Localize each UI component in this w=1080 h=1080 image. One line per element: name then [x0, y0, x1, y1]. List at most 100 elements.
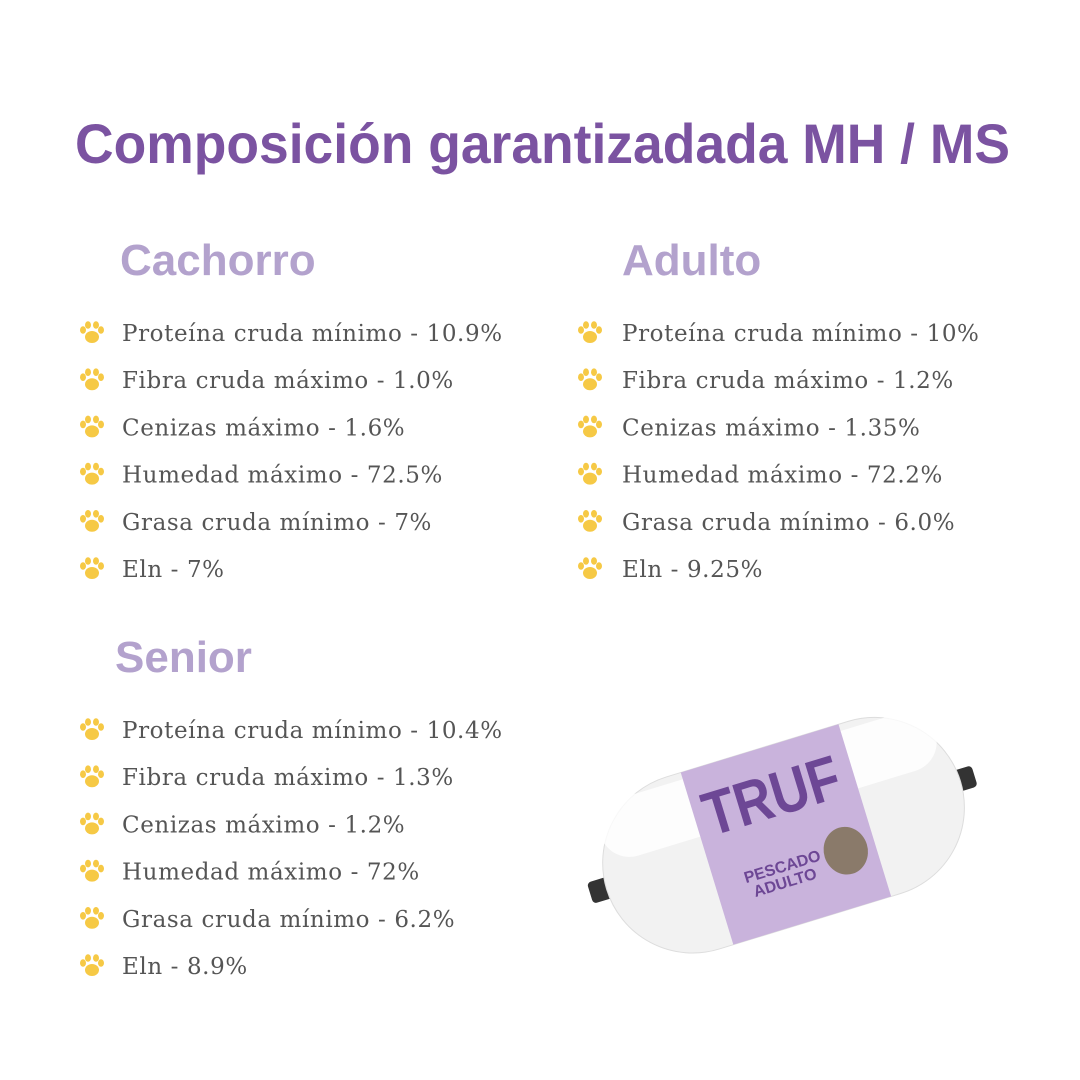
- paw-pad: [85, 728, 99, 740]
- nutrient-item: Eln - 7%: [122, 557, 225, 583]
- nutrient-item: Eln - 8.9%: [122, 954, 248, 980]
- paw-toe: [80, 420, 86, 429]
- nutrient-item: Eln - 9.25%: [622, 557, 763, 583]
- paw-icon: [80, 718, 104, 740]
- paw-toe: [591, 510, 597, 518]
- paw-pad: [583, 331, 597, 343]
- paw-toe: [80, 467, 86, 476]
- paw-toe: [93, 765, 99, 773]
- paw-icon: [80, 462, 104, 485]
- paw-icon: [578, 510, 602, 532]
- paw-pad: [85, 519, 99, 532]
- nutrient-item: Proteína cruda mínimo - 10.9%: [122, 321, 503, 347]
- paw-toe: [93, 859, 99, 868]
- paw-toe: [85, 718, 91, 726]
- paw-pad: [85, 775, 99, 788]
- paw-toe: [578, 373, 584, 382]
- paw-pad: [85, 916, 99, 929]
- paw-pad: [85, 472, 99, 485]
- paw-toe: [93, 557, 99, 565]
- paw-toe: [98, 864, 104, 873]
- paw-pad: [85, 869, 99, 882]
- paw-toe: [591, 368, 597, 377]
- paw-toe: [80, 515, 86, 523]
- paw-toe: [98, 515, 104, 523]
- paw-toe: [98, 959, 104, 967]
- paw-toe: [591, 415, 597, 424]
- paw-toe: [596, 562, 602, 570]
- paw-icon: [80, 368, 104, 391]
- paw-toe: [98, 420, 104, 429]
- nutrient-item: Humedad máximo - 72.2%: [622, 463, 943, 489]
- paw-toe: [85, 368, 91, 377]
- nutrient-item: Proteína cruda mínimo - 10%: [622, 321, 980, 347]
- paw-pad: [85, 378, 99, 391]
- paw-toe: [85, 954, 91, 962]
- paw-pad: [85, 567, 99, 579]
- paw-toe: [578, 562, 584, 570]
- nutrient-item: Grasa cruda mínimo - 6.0%: [622, 510, 955, 536]
- paw-toe: [98, 373, 104, 382]
- nutrient-item: Humedad máximo - 72%: [122, 860, 420, 886]
- paw-toe: [93, 812, 99, 821]
- paw-toe: [80, 770, 86, 778]
- paw-toe: [80, 864, 86, 873]
- paw-toe: [578, 326, 584, 334]
- nutrient-item: Cenizas máximo - 1.6%: [122, 415, 405, 441]
- paw-pad: [583, 378, 597, 391]
- paw-pad: [583, 425, 597, 438]
- product-image: TRUF PESCADO ADULTO: [587, 712, 977, 954]
- paw-toe: [98, 467, 104, 476]
- paw-pad: [85, 964, 99, 976]
- nutrient-item: Fibra cruda máximo - 1.2%: [622, 368, 954, 394]
- section-heading: Cachorro: [120, 236, 316, 285]
- paw-toe: [578, 467, 584, 476]
- paw-toe: [98, 817, 104, 826]
- paw-toe: [578, 420, 584, 429]
- nutrient-item: Cenizas máximo - 1.2%: [122, 812, 405, 838]
- paw-icon: [80, 812, 104, 835]
- section-heading: Adulto: [622, 236, 761, 285]
- paw-toe: [80, 326, 86, 334]
- paw-toe: [591, 321, 597, 329]
- paw-toe: [93, 462, 99, 471]
- cat-image: [823, 826, 868, 875]
- nutrient-item: Grasa cruda mínimo - 7%: [122, 510, 432, 536]
- paw-toe: [93, 907, 99, 915]
- paw-pad: [583, 519, 597, 532]
- paw-pad: [85, 331, 99, 343]
- paw-toe: [583, 510, 589, 518]
- paw-toe: [583, 462, 589, 471]
- paw-pad: [583, 567, 597, 579]
- section-heading: Senior: [115, 633, 252, 682]
- label: [680, 724, 892, 945]
- paw-icon: [578, 462, 602, 485]
- paw-toe: [596, 515, 602, 523]
- paw-toe: [93, 954, 99, 962]
- paw-toe: [98, 326, 104, 334]
- paw-toe: [85, 415, 91, 424]
- paw-toe: [80, 959, 86, 967]
- paw-toe: [80, 723, 86, 731]
- paw-icon: [80, 321, 104, 343]
- paw-toe: [85, 462, 91, 471]
- paw-toe: [93, 415, 99, 424]
- paw-toe: [93, 718, 99, 726]
- paw-icon: [578, 557, 602, 579]
- paw-toe: [583, 415, 589, 424]
- paw-toe: [596, 420, 602, 429]
- paw-toe: [583, 557, 589, 565]
- paw-toe: [85, 321, 91, 329]
- paw-toe: [85, 907, 91, 915]
- paw-toe: [80, 373, 86, 382]
- paw-toe: [596, 467, 602, 476]
- paw-icon: [80, 557, 104, 579]
- title: Composición garantizadada MH / MS: [75, 112, 1010, 175]
- paw-pad: [85, 822, 99, 835]
- paw-toe: [80, 912, 86, 920]
- paw-toe: [98, 562, 104, 570]
- paw-toe: [583, 321, 589, 329]
- paw-toe: [98, 912, 104, 920]
- paw-icon: [80, 907, 104, 929]
